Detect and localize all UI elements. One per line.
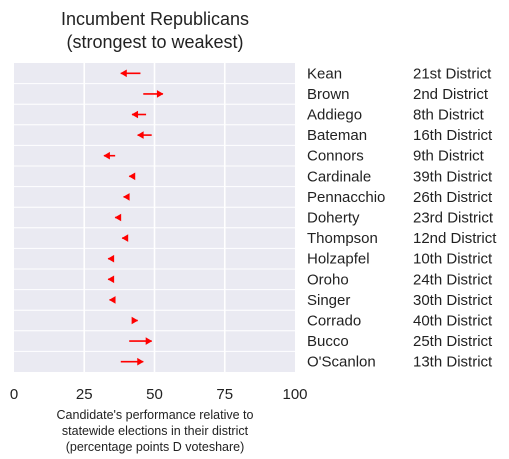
candidate-name: Doherty [307,210,360,227]
district-name: 8th District [413,107,485,124]
district-name: 16th District [413,127,493,144]
candidate-name: Singer [307,292,350,309]
chart-title-line-2: (strongest to weakest) [66,32,243,52]
arrow-mark [109,296,116,304]
district-name: 40th District [413,313,493,330]
arrow-mark [143,90,164,98]
candidate-name: Thompson [307,230,378,247]
arrow-mark [103,151,116,160]
x-axis-label-line-2: statewide elections in their district [62,424,249,438]
candidate-name: Corrado [307,313,361,330]
arrow-mark [131,110,147,119]
arrow-mark [129,337,153,345]
arrow-mark [114,213,122,222]
candidate-name: Oroho [307,271,349,288]
x-tick-label: 75 [216,386,233,403]
district-name: 39th District [413,168,493,185]
arrow-mark [123,193,130,201]
arrow-mark [128,172,136,181]
arrow-mark [121,234,129,242]
x-tick-label: 25 [76,386,93,403]
arrow-mark [131,316,139,325]
x-tick-label: 100 [282,386,307,403]
candidate-name: Bucco [307,333,349,350]
arrow-mark [120,69,141,78]
x-axis-label-line-3: (percentage points D voteshare) [66,440,245,454]
district-name: 13th District [413,354,493,371]
arrow-marks [103,69,164,366]
candidate-name: Connors [307,148,364,165]
district-name: 21st District [413,65,492,82]
chart-title-line-1: Incumbent Republicans [61,9,249,29]
x-tick-label: 50 [146,386,163,403]
candidate-name: Brown [307,86,350,103]
candidate-name: Addiego [307,107,362,124]
district-labels: 21st District 2nd District 8th District 16t… [413,65,497,370]
district-name: 23rd District [413,210,494,227]
district-name: 24th District [413,271,493,288]
district-name: 2nd District [413,86,489,103]
candidate-name: O'Scanlon [307,354,376,371]
arrow-mark [107,254,115,263]
arrow-mark [137,131,152,139]
district-name: 9th District [413,148,485,165]
district-name: 30th District [413,292,493,309]
candidate-labels: Kean Brown Addiego Bateman Connors Cardinale P… [307,65,385,370]
candidate-name: Kean [307,65,342,82]
arrow-mark [107,275,115,284]
candidate-name: Bateman [307,127,367,144]
district-name: 10th District [413,251,493,268]
district-name: 26th District [413,189,493,206]
district-name: 12nd District [413,230,497,247]
arrow-mark [120,357,144,366]
x-tick-labels: 0 25 50 75 100 [10,386,308,403]
district-name: 25th District [413,333,493,350]
x-axis-label-line-1: Candidate's performance relative to [57,408,254,422]
candidate-name: Cardinale [307,168,371,185]
x-tick-label: 0 [10,386,18,403]
candidate-name: Holzapfel [307,251,370,268]
grid-lines [14,63,295,372]
candidate-name: Pennacchio [307,189,385,206]
